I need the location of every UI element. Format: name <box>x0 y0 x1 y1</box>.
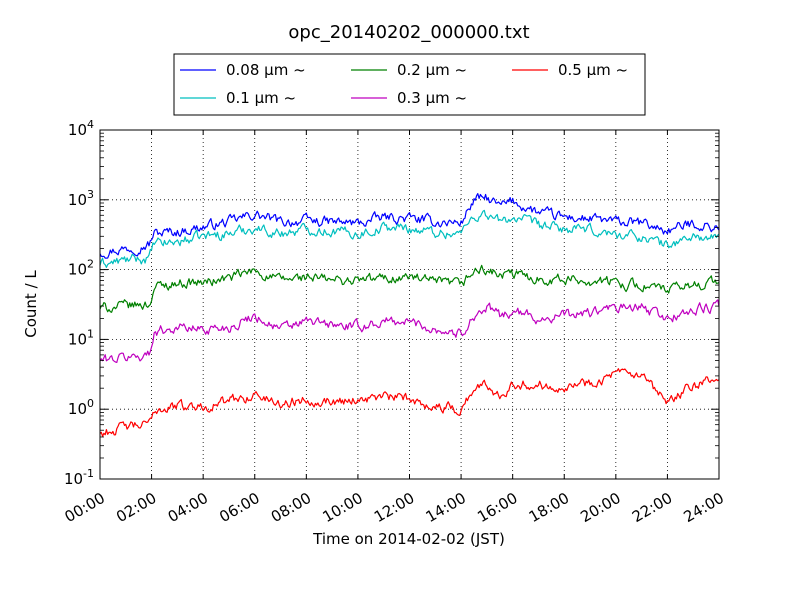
series-line <box>99 368 720 437</box>
x-axis-label: Time on 2014-02-02 (JST) <box>312 530 505 548</box>
y-axis-label: Count / L <box>22 270 40 338</box>
series-line <box>99 299 720 363</box>
legend-label: 0.3 μm ~ <box>397 89 467 107</box>
y-tick-label: 10-1 <box>64 467 94 488</box>
chart-title: opc_20140202_000000.txt <box>288 22 529 43</box>
series-line <box>99 193 720 259</box>
legend-label: 0.1 μm ~ <box>226 89 296 107</box>
y-tick-label: 101 <box>68 327 94 348</box>
y-tick-label: 103 <box>68 188 94 209</box>
legend-label: 0.2 μm ~ <box>397 61 467 79</box>
series-line <box>99 209 720 268</box>
y-tick-label: 102 <box>68 258 94 279</box>
y-tick-label: 104 <box>68 118 94 139</box>
legend-frame <box>173 53 646 116</box>
series-line <box>99 264 720 313</box>
series-lines <box>99 193 720 437</box>
legend: 0.08 μm ~ 0.1 μm ~ 0.2 μm ~ 0.3 μm ~ 0.5 μm … <box>173 53 646 116</box>
y-tick-label: 100 <box>68 397 94 418</box>
legend-label: 0.5 μm ~ <box>558 61 628 79</box>
legend-label: 0.08 μm ~ <box>226 61 306 79</box>
